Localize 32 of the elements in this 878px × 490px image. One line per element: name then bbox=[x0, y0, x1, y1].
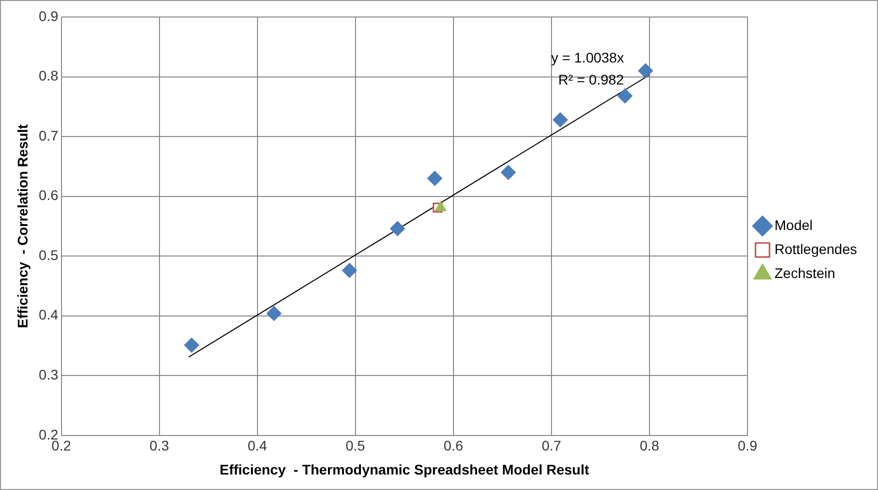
x-tick-label: 0.9 bbox=[738, 438, 758, 454]
point bbox=[342, 262, 357, 278]
y-tick-label: 0.4 bbox=[38, 306, 58, 323]
point bbox=[500, 164, 516, 180]
x-tick-label: 0.6 bbox=[444, 438, 464, 454]
point bbox=[427, 170, 442, 186]
point bbox=[552, 112, 568, 128]
x-tick-label: 0.3 bbox=[150, 438, 170, 454]
y-tick-label: 0.3 bbox=[38, 366, 58, 382]
point bbox=[390, 221, 406, 236]
legend-label: Model bbox=[774, 216, 813, 233]
point bbox=[638, 63, 654, 78]
point bbox=[266, 306, 282, 321]
y-tick-label: 0.7 bbox=[38, 127, 58, 144]
legend-label: Zechstein bbox=[774, 264, 836, 281]
y-tick-label: 0.6 bbox=[38, 187, 58, 204]
y-tick-label: 0.2 bbox=[38, 426, 58, 442]
y-tick-label: 0.9 bbox=[38, 8, 58, 24]
point bbox=[434, 201, 446, 212]
point bbox=[184, 338, 200, 353]
x-tick-label: 0.7 bbox=[542, 438, 562, 454]
y-tick-label: 0.8 bbox=[38, 68, 58, 84]
x-tick-label: 0.8 bbox=[640, 438, 660, 454]
x-axis-title: Efficiency - Thermodynamic Spreadsheet Model Result bbox=[220, 461, 590, 478]
legend-label: Rottlegendes bbox=[774, 240, 858, 257]
y-axis-title: Efficiency - Correlation Result bbox=[14, 124, 30, 328]
point bbox=[617, 88, 632, 104]
annotation: R² = 0.982 bbox=[558, 72, 624, 88]
x-tick-label: 0.5 bbox=[346, 438, 366, 454]
y-tick-label: 0.5 bbox=[38, 246, 58, 263]
annotation: y = 1.0038x bbox=[551, 50, 624, 66]
x-tick-label: 0.4 bbox=[248, 438, 268, 454]
